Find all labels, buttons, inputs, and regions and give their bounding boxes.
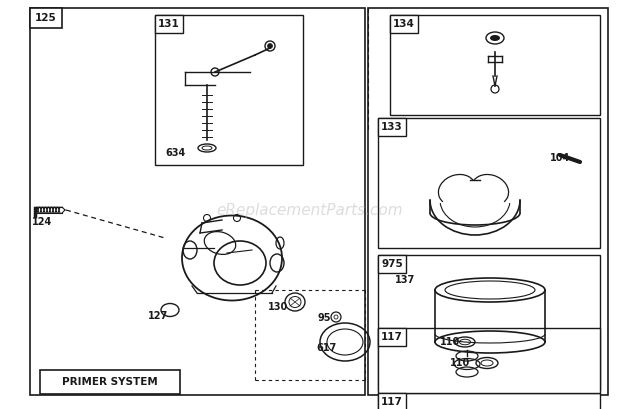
Text: 125: 125 — [35, 13, 57, 23]
Bar — [378, 255, 600, 390]
Bar — [390, 15, 418, 33]
Bar — [30, 8, 365, 395]
Text: 95: 95 — [317, 313, 330, 323]
Text: 127: 127 — [148, 311, 168, 321]
Bar — [368, 8, 608, 395]
Text: 134: 134 — [393, 19, 415, 29]
Text: 131: 131 — [158, 19, 180, 29]
Bar — [378, 118, 600, 248]
Text: 110: 110 — [440, 337, 460, 347]
Circle shape — [267, 43, 273, 49]
Text: 634: 634 — [165, 148, 185, 158]
Bar — [155, 15, 303, 165]
Ellipse shape — [490, 35, 500, 41]
Bar — [378, 393, 406, 409]
Text: eReplacementParts.com: eReplacementParts.com — [216, 202, 404, 218]
Bar — [30, 8, 62, 28]
Bar — [378, 393, 600, 409]
Text: 104: 104 — [550, 153, 570, 163]
Text: 975: 975 — [381, 259, 403, 269]
Bar — [378, 328, 600, 393]
Text: 133: 133 — [381, 122, 403, 132]
Text: 130: 130 — [268, 302, 288, 312]
Bar — [378, 255, 406, 273]
Bar — [155, 15, 183, 33]
Text: 110: 110 — [450, 358, 470, 368]
Text: PRIMER SYSTEM: PRIMER SYSTEM — [62, 377, 158, 387]
Text: 124: 124 — [32, 217, 52, 227]
Bar — [378, 328, 406, 346]
Bar — [378, 118, 406, 136]
Bar — [390, 15, 600, 115]
Text: 117: 117 — [381, 397, 403, 407]
Text: 117: 117 — [381, 332, 403, 342]
Bar — [40, 370, 180, 394]
Text: 617: 617 — [316, 343, 336, 353]
Text: 137: 137 — [395, 275, 415, 285]
